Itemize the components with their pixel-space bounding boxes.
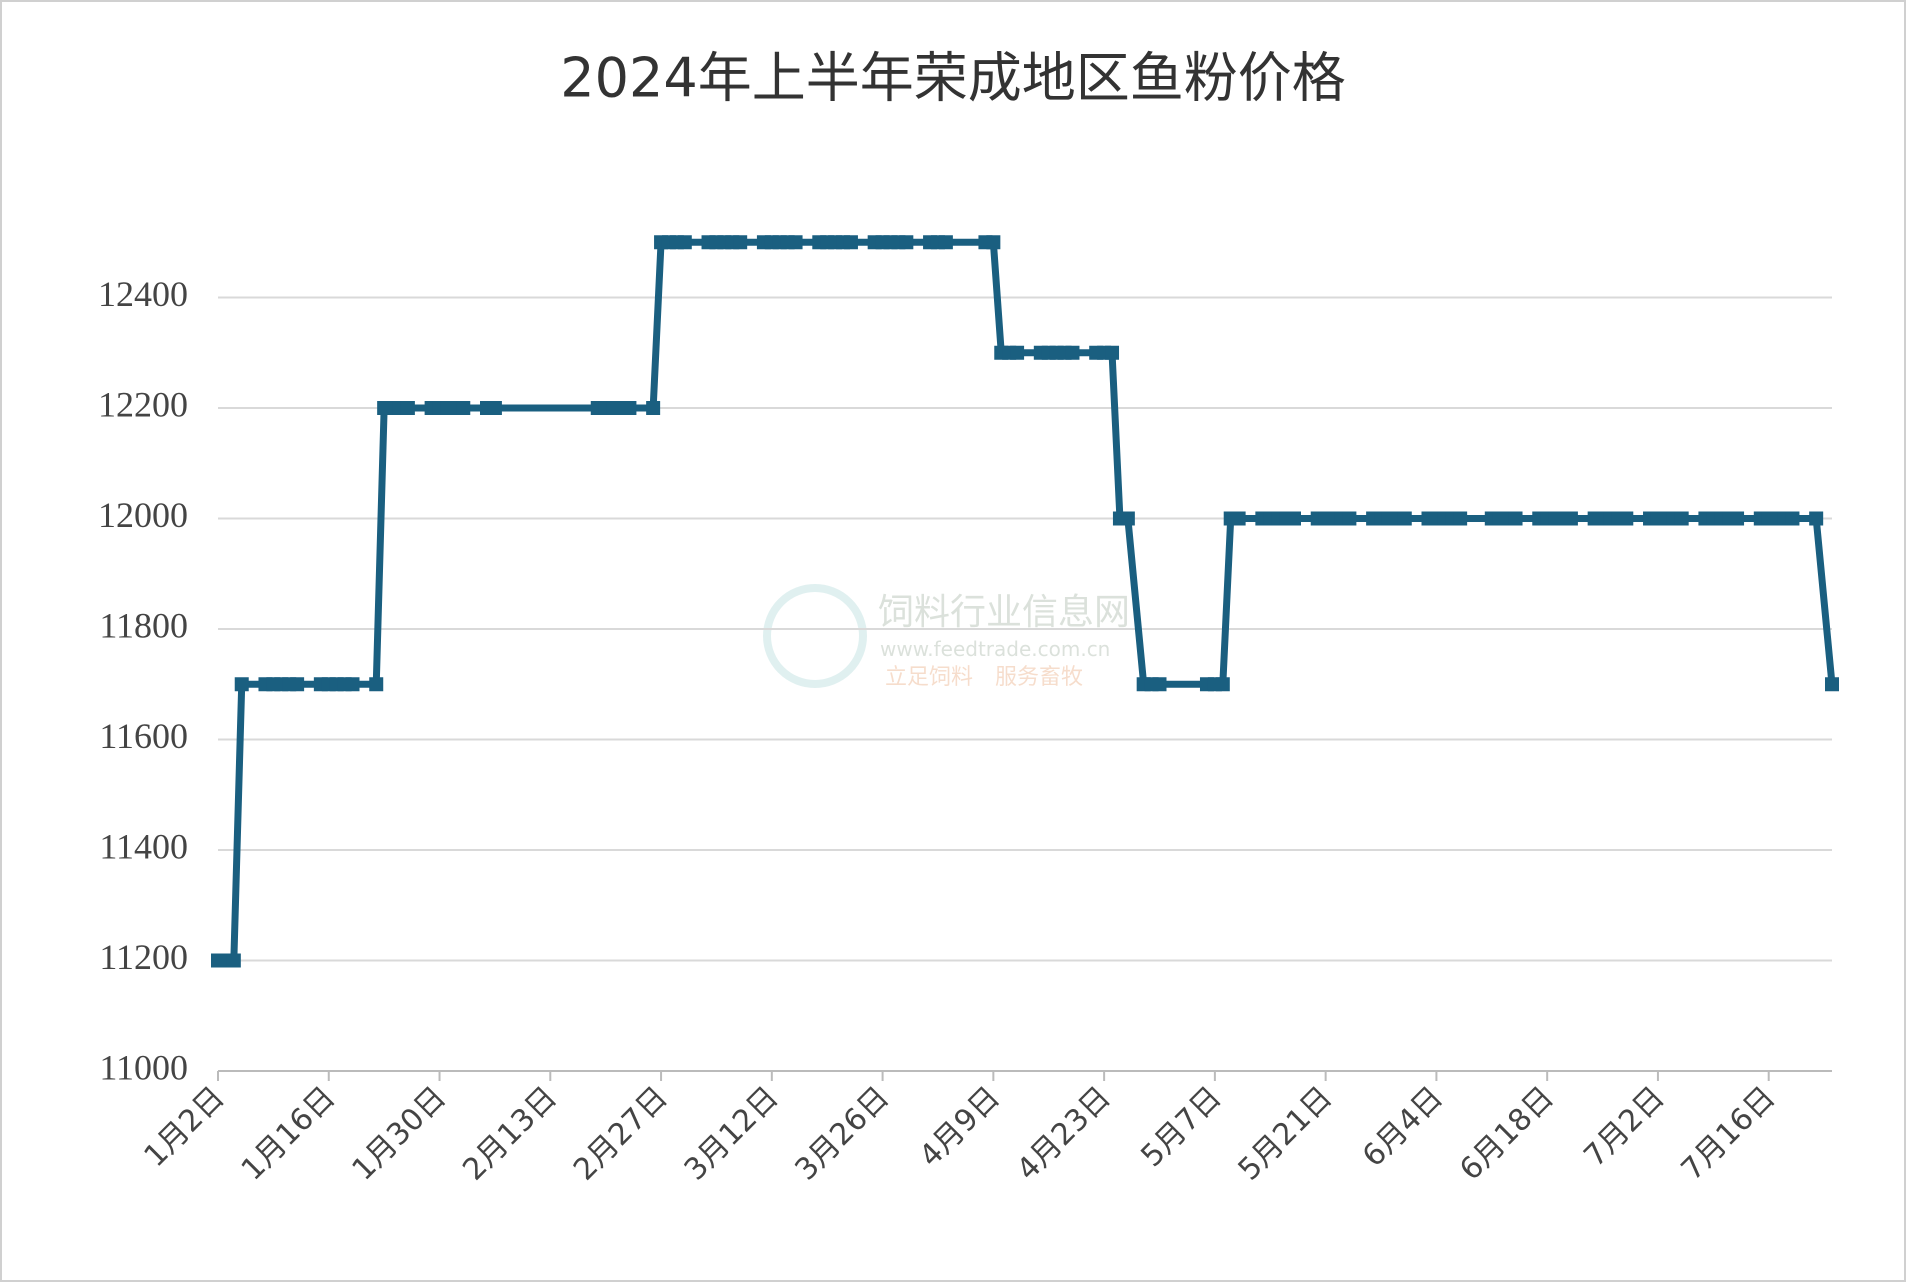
watermark-text: www.feedtrade.com.cn — [880, 637, 1110, 661]
data-point — [1674, 511, 1689, 526]
data-point — [1785, 511, 1800, 526]
data-point — [938, 235, 953, 250]
y-tick-label: 11000 — [99, 1047, 188, 1087]
data-point — [400, 401, 415, 415]
data-point — [1231, 511, 1246, 526]
data-point — [1120, 511, 1135, 526]
data-point — [1342, 511, 1357, 526]
data-point — [733, 235, 748, 250]
data-point — [986, 235, 1001, 250]
data-point — [843, 235, 858, 250]
chart-title: 2024年上半年荣成地区鱼粉价格 — [560, 47, 1345, 110]
y-tick-label: 12000 — [98, 495, 188, 535]
data-point — [290, 677, 305, 692]
data-point — [234, 677, 249, 692]
data-point — [1619, 511, 1634, 526]
y-tick-label: 11600 — [99, 716, 188, 756]
data-point — [677, 235, 692, 250]
y-tick-label: 11400 — [99, 826, 188, 866]
data-point — [1730, 511, 1745, 526]
watermark-text: 饲料行业信息网 — [878, 592, 1130, 633]
data-point — [646, 401, 661, 415]
watermark-text: 立足饲料 服务畜牧 — [885, 665, 1083, 690]
data-point — [1215, 677, 1230, 692]
data-point — [1508, 511, 1523, 526]
data-point — [456, 401, 471, 415]
y-tick-label: 12200 — [98, 384, 188, 424]
y-tick-label: 12400 — [98, 274, 188, 314]
data-point — [1809, 511, 1824, 526]
data-point — [1563, 511, 1578, 526]
data-point — [226, 953, 241, 968]
data-point — [1010, 345, 1025, 360]
data-point — [1105, 345, 1120, 360]
watermark: 饲料行业信息网 www.feedtrade.com.cn 立足饲料 服务畜牧 — [763, 584, 1130, 690]
data-point — [1065, 345, 1080, 360]
data-point — [1152, 677, 1167, 692]
data-point — [1453, 511, 1468, 526]
y-tick-label: 11200 — [99, 937, 188, 977]
y-tick-label: 11800 — [99, 605, 188, 645]
data-point — [369, 677, 384, 692]
data-point — [487, 401, 502, 415]
data-point — [899, 235, 914, 250]
data-point — [345, 677, 360, 692]
data-point — [1397, 511, 1412, 526]
watermark-logo — [763, 584, 867, 688]
data-point — [788, 235, 803, 250]
data-point — [1287, 511, 1301, 526]
data-point — [1825, 677, 1839, 692]
data-point — [622, 401, 637, 415]
